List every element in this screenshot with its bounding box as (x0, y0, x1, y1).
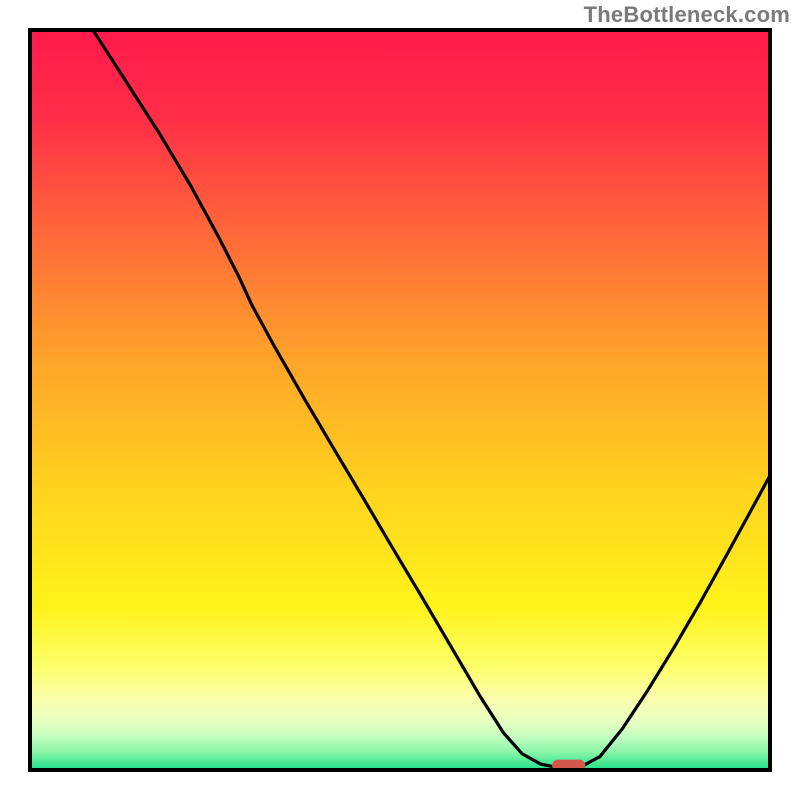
chart-container: TheBottleneck.com (0, 0, 800, 800)
watermark-text: TheBottleneck.com (584, 2, 790, 28)
plot-gradient-background (30, 30, 770, 770)
bottleneck-curve-chart (0, 0, 800, 800)
